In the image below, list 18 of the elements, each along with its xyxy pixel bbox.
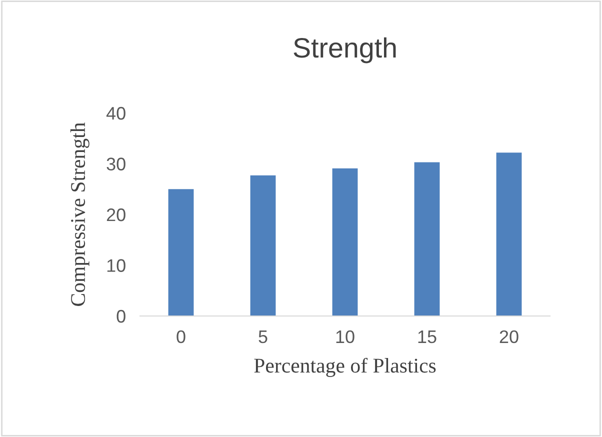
y-tick-label: 0 [116, 310, 126, 323]
bar [332, 168, 358, 316]
bar [250, 175, 276, 316]
y-tick-label: 20 [106, 208, 126, 222]
y-tick-label: 10 [107, 259, 126, 272]
x-tick-label: 10 [336, 330, 354, 344]
bar [414, 162, 440, 316]
x-tick-label: 0 [176, 330, 186, 344]
chart-title: Strength [294, 37, 396, 64]
x-tick-label: 5 [258, 330, 268, 344]
x-axis-title: Percentage of Plastics [254, 358, 436, 377]
bar [168, 189, 194, 316]
y-tick-label: 30 [106, 158, 126, 170]
x-tick-label: 15 [418, 330, 436, 344]
y-axis-title: Compressive Strength [70, 122, 90, 306]
x-tick-label: 20 [500, 330, 518, 344]
bar [496, 152, 522, 316]
y-tick-label: 40 [106, 106, 126, 120]
